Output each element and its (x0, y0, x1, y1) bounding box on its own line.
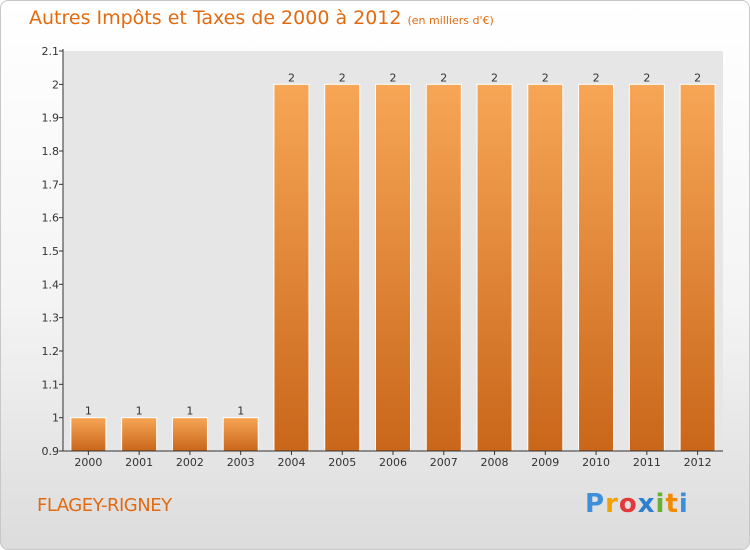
data-label: 2 (339, 71, 346, 84)
x-tick-label: 2002 (176, 456, 204, 469)
x-tick-label: 2007 (430, 456, 458, 469)
bar (374, 83, 412, 452)
bar (121, 417, 158, 452)
x-tick-label: 2003 (227, 456, 255, 469)
data-label: 1 (186, 405, 193, 418)
chart-unit: (en milliers d'€) (407, 14, 494, 27)
bar (476, 83, 513, 452)
bar (425, 83, 462, 452)
bar (273, 83, 310, 452)
bar (527, 83, 564, 452)
data-label: 2 (593, 71, 600, 84)
bar (324, 83, 361, 452)
y-tick-label: 2.1 (42, 45, 60, 58)
x-tick-label: 2004 (277, 456, 305, 469)
bar (578, 83, 615, 452)
chart-title-text: Autres Impôts et Taxes de 2000 à 2012 (29, 7, 402, 29)
data-label: 2 (390, 71, 397, 84)
place-name: FLAGEY-RIGNEY (37, 495, 172, 516)
x-tick-label: 2001 (125, 456, 153, 469)
data-label: 2 (491, 71, 498, 84)
y-tick-label: 1.6 (42, 212, 60, 225)
y-tick-label: 1.3 (42, 312, 60, 325)
data-label: 2 (440, 71, 447, 84)
bar (70, 417, 107, 452)
y-tick-label: 1.2 (42, 345, 60, 358)
data-label: 2 (542, 71, 549, 84)
bar (679, 83, 716, 452)
x-tick-label: 2011 (633, 456, 661, 469)
data-label: 1 (237, 405, 244, 418)
proxiti-logo: Proxiti (585, 489, 689, 519)
x-tick-label: 2006 (379, 456, 407, 469)
x-tick-label: 2009 (531, 456, 559, 469)
data-label: 2 (694, 71, 701, 84)
x-tick-label: 2008 (481, 456, 509, 469)
y-tick-label: 1.8 (42, 145, 60, 158)
data-label: 1 (136, 405, 143, 418)
data-label: 1 (85, 405, 92, 418)
bar (171, 417, 208, 452)
y-tick-label: 2 (52, 78, 59, 91)
y-tick-label: 1 (52, 412, 59, 425)
bars-group: 1 1 1 1 2 2 2 2 2 2 2 2 2 (70, 71, 716, 452)
x-tick-label: 2012 (684, 456, 712, 469)
x-tick-label: 2000 (74, 456, 102, 469)
data-label: 2 (643, 71, 650, 84)
y-tick-label: 0.9 (42, 445, 60, 458)
chart-title: Autres Impôts et Taxes de 2000 à 2012 (en… (29, 7, 494, 29)
y-tick-label: 1.1 (42, 378, 60, 391)
data-label: 2 (288, 71, 295, 84)
x-tick-label: 2010 (582, 456, 610, 469)
bar (222, 417, 259, 452)
y-tick-label: 1.4 (42, 278, 60, 291)
y-tick-label: 1.9 (42, 112, 60, 125)
y-tick-label: 1.7 (42, 178, 60, 191)
bar (628, 83, 665, 452)
y-tick-label: 1.5 (42, 245, 60, 258)
x-tick-label: 2005 (328, 456, 356, 469)
axes-group: 0.9 1 1.1 1.2 1.3 1.4 1.5 1.6 1.7 1.8 1.9 2 2.1 2000 2… (42, 45, 723, 469)
